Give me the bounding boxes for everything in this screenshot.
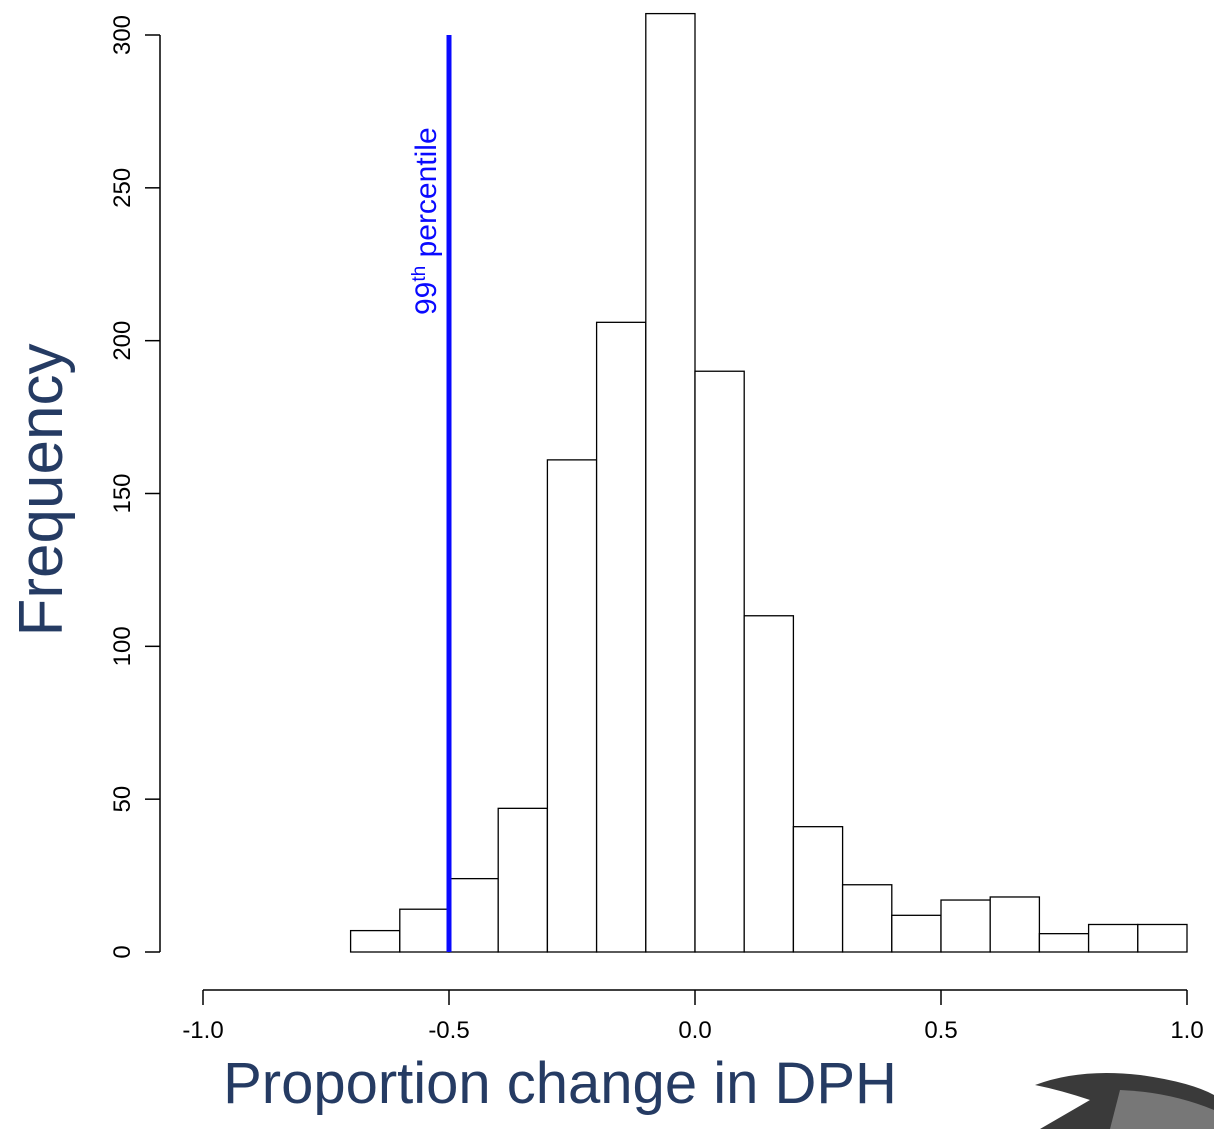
bar bbox=[1137, 923, 1188, 953]
x-tick-label: 0.5 bbox=[924, 1017, 957, 1044]
y-tick-label: 250 bbox=[109, 168, 136, 208]
bar bbox=[399, 908, 450, 953]
x-tick-label: -1.0 bbox=[182, 1017, 223, 1044]
bar bbox=[448, 877, 499, 953]
x-tick-label: 1.0 bbox=[1170, 1017, 1203, 1044]
x-tick-label: 0.0 bbox=[678, 1017, 711, 1044]
bar bbox=[841, 884, 893, 953]
y-tick-label: 150 bbox=[109, 473, 136, 513]
bar bbox=[891, 914, 942, 953]
y-axis-label: Frequency bbox=[7, 344, 76, 637]
dolphin-image-highlight bbox=[1110, 1090, 1214, 1129]
annotation-suffix: th bbox=[409, 266, 430, 282]
bar bbox=[940, 899, 991, 953]
x-axis-label: Proportion change in DPH bbox=[223, 1051, 897, 1116]
y-tick-label: 300 bbox=[109, 15, 136, 55]
y-tick-label: 200 bbox=[109, 321, 136, 361]
annotation-number: 99 bbox=[410, 282, 443, 315]
annotation-label: 99th percentile bbox=[409, 127, 443, 315]
annotation-text: percentile bbox=[410, 127, 443, 265]
y-tick-label: 0 bbox=[109, 945, 136, 958]
bar bbox=[989, 896, 1041, 953]
bar bbox=[694, 370, 745, 953]
bar bbox=[1087, 923, 1139, 953]
bar bbox=[645, 12, 696, 953]
x-tick-label: -0.5 bbox=[428, 1017, 469, 1044]
y-tick-label: 50 bbox=[109, 786, 136, 813]
y-tick-label: 100 bbox=[109, 626, 136, 666]
bar bbox=[743, 615, 795, 953]
bar bbox=[792, 826, 844, 953]
bar bbox=[595, 321, 647, 953]
bar bbox=[349, 929, 401, 953]
bar bbox=[497, 807, 549, 953]
bar bbox=[1038, 933, 1090, 953]
bar bbox=[546, 459, 598, 953]
